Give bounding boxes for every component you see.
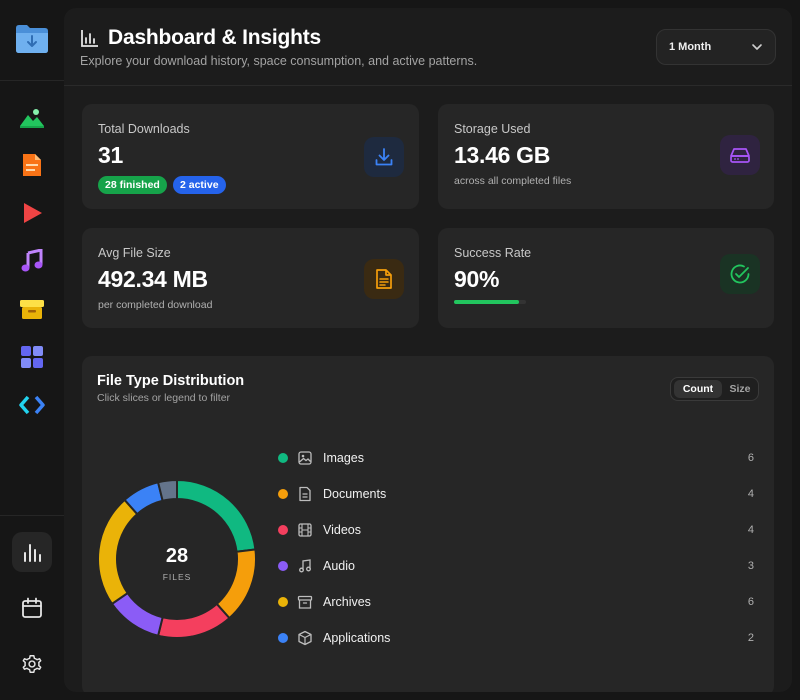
music-icon: [297, 558, 313, 574]
bar-chart-icon: [80, 28, 100, 48]
toggle-count-button[interactable]: Count: [674, 380, 722, 398]
music-note-icon[interactable]: [16, 245, 48, 277]
settings-gear-icon[interactable]: [12, 644, 52, 684]
legend-label: Applications: [323, 631, 391, 645]
donut-slice-documents[interactable]: [215, 548, 257, 620]
apps-grid-icon[interactable]: [16, 341, 48, 373]
donut-center-value: 28: [166, 545, 188, 567]
calendar-icon[interactable]: [12, 588, 52, 628]
finished-badge: 28 finished: [98, 176, 167, 194]
main-panel: Dashboard & Insights Explore your downlo…: [64, 8, 792, 692]
legend-item-audio[interactable]: Audio 3: [278, 556, 754, 576]
bar-chart-icon[interactable]: [12, 532, 52, 572]
archive-box-icon[interactable]: [16, 293, 48, 325]
stat-value: 90%: [454, 266, 500, 292]
sidebar-divider: [0, 80, 64, 81]
legend-color-dot: [278, 561, 288, 571]
stat-card-storage-used: Storage Used 13.46 GB across all complet…: [438, 104, 774, 209]
archive-icon: [297, 594, 313, 610]
period-select[interactable]: 1 Month: [656, 29, 776, 65]
legend-count: 4: [747, 488, 754, 500]
legend-label: Videos: [323, 523, 361, 537]
image-mountain-icon[interactable]: [16, 101, 48, 133]
stat-subtext: per completed download: [98, 299, 213, 311]
legend-count: 6: [747, 596, 754, 608]
legend-count: 2: [747, 632, 754, 644]
legend-item-documents[interactable]: Documents 4: [278, 484, 754, 504]
metric-toggle: Count Size: [670, 377, 759, 401]
page-subtitle: Explore your download history, space con…: [80, 54, 478, 68]
legend-label: Archives: [323, 595, 371, 609]
stat-value: 13.46 GB: [454, 142, 551, 168]
stat-card-success-rate: Success Rate 90%: [438, 228, 774, 328]
image-icon: [297, 450, 313, 466]
period-select-value: 1 Month: [669, 41, 712, 53]
donut-chart[interactable]: 28 FILES: [96, 478, 258, 640]
legend-item-applications[interactable]: Applications 2: [278, 628, 754, 648]
stat-label: Avg File Size: [98, 246, 171, 260]
hard-drive-icon: [720, 135, 760, 175]
sidebar: [0, 0, 64, 700]
legend-item-images[interactable]: Images 6: [278, 448, 754, 468]
donut-slice-images[interactable]: [176, 478, 257, 553]
legend-color-dot: [278, 597, 288, 607]
stat-label: Success Rate: [454, 246, 532, 260]
stat-subtext: across all completed files: [454, 175, 572, 187]
stat-label: Storage Used: [454, 122, 531, 136]
success-progress-bar: [454, 300, 526, 304]
donut-center-label: FILES: [163, 572, 192, 582]
legend-color-dot: [278, 489, 288, 499]
film-icon: [297, 522, 313, 538]
document-icon[interactable]: [16, 149, 48, 181]
stat-value: 492.34 MB: [98, 266, 208, 292]
download-icon: [364, 137, 404, 177]
donut-slice-other[interactable]: [156, 478, 178, 502]
stat-label: Total Downloads: [98, 122, 190, 136]
video-play-icon[interactable]: [16, 197, 48, 229]
legend-label: Audio: [323, 559, 355, 573]
legend-label: Documents: [323, 487, 387, 501]
legend-count: 6: [747, 452, 754, 464]
chevron-down-icon: [752, 44, 762, 50]
stat-card-avg-file-size: Avg File Size 492.34 MB per completed do…: [82, 228, 419, 328]
legend-color-dot: [278, 633, 288, 643]
legend-item-archives[interactable]: Archives 6: [278, 592, 754, 612]
toggle-size-button[interactable]: Size: [729, 383, 751, 395]
donut-slice-videos[interactable]: [156, 602, 231, 639]
package-icon: [297, 630, 313, 646]
stat-card-total-downloads: Total Downloads 31 28 finished 2 active: [82, 104, 419, 209]
sidebar-divider: [0, 515, 64, 516]
document-icon: [297, 486, 313, 502]
legend-count: 3: [747, 560, 754, 572]
donut-slice-archives[interactable]: [97, 498, 139, 606]
code-icon[interactable]: [16, 389, 48, 421]
legend-color-dot: [278, 453, 288, 463]
check-circle-icon: [720, 254, 760, 294]
page-header: Dashboard & Insights Explore your downlo…: [64, 8, 792, 86]
file-text-icon: [364, 259, 404, 299]
distribution-title: File Type Distribution: [97, 373, 245, 389]
distribution-subtitle: Click slices or legend to filter: [97, 392, 231, 404]
stat-value: 31: [98, 142, 123, 168]
legend-count: 4: [747, 524, 754, 536]
file-type-distribution-card: File Type Distribution Click slices or l…: [82, 356, 774, 692]
legend-item-videos[interactable]: Videos 4: [278, 520, 754, 540]
legend-label: Images: [323, 451, 364, 465]
legend-color-dot: [278, 525, 288, 535]
page-title: Dashboard & Insights: [108, 26, 322, 49]
success-progress-fill: [454, 300, 519, 304]
download-folder-icon[interactable]: [14, 22, 50, 56]
active-badge: 2 active: [173, 176, 226, 194]
